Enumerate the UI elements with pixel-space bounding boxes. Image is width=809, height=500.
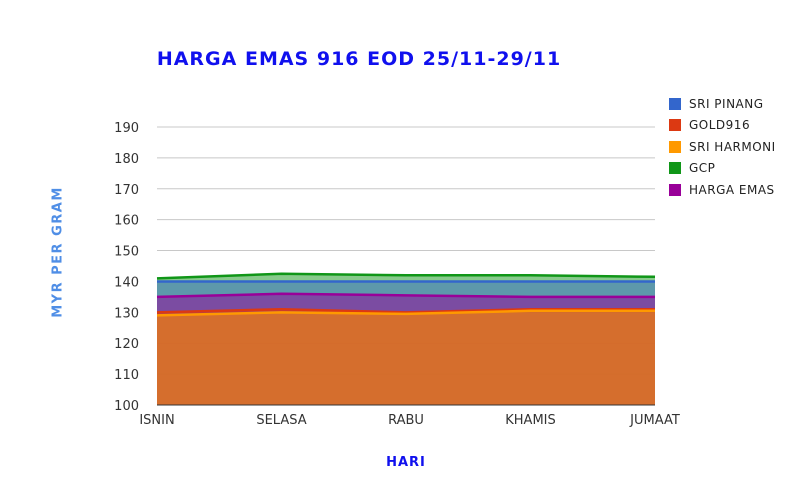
legend-swatch <box>669 162 681 175</box>
legend-swatch <box>669 183 681 196</box>
line-sri-harmoni <box>156 309 655 317</box>
legend-item: SRI HARMONI <box>669 136 776 158</box>
x-axis-label: HARI <box>386 455 426 470</box>
area-sri-harmoni <box>157 310 655 405</box>
y-tick-label: 100 <box>114 399 139 414</box>
legend-label: HARGA EMAS <box>689 182 775 197</box>
series-areas <box>157 273 655 405</box>
legend-swatch <box>669 140 681 153</box>
legend-label: SRI PINANG <box>689 96 764 111</box>
y-tick-label: 170 <box>114 183 139 198</box>
legend: SRI PINANG GOLD916 SRI HARMONI GCP HARGA EMA… <box>669 93 776 201</box>
line-harga-emas <box>156 292 655 299</box>
y-tick-label: 130 <box>114 306 139 321</box>
y-tick-label: 110 <box>114 368 139 383</box>
x-tick-label: KHAMIS <box>505 413 556 428</box>
x-tick-label: JUMAAT <box>629 413 680 428</box>
x-tick-label: SELASA <box>256 413 306 428</box>
legend-label: GOLD916 <box>689 118 751 133</box>
y-tick-label: 150 <box>114 245 139 260</box>
y-tick-label: 160 <box>114 214 139 229</box>
y-tick-label: 180 <box>114 152 139 167</box>
axes: 100 110 120 130 140 150 160 170 180 190 ISNIN SELAS… <box>114 121 680 428</box>
y-tick-label: 190 <box>114 121 139 136</box>
legend-swatch <box>669 119 681 132</box>
series-lines <box>156 272 656 317</box>
x-tick-label: ISNIN <box>139 413 174 428</box>
y-tick-label: 120 <box>114 337 139 352</box>
legend-item: SRI PINANG <box>669 93 776 115</box>
y-axis-label: MYR PER GRAM <box>50 186 66 318</box>
legend-item: GCP <box>669 158 776 180</box>
legend-item: HARGA EMAS <box>669 179 776 201</box>
legend-label: SRI HARMONI <box>689 139 776 154</box>
line-gold916 <box>156 307 655 314</box>
chart-title: HARGA EMAS 916 EOD 25/11-29/11 <box>156 48 562 70</box>
y-tick-label: 140 <box>114 275 139 290</box>
x-tick-label: RABU <box>388 413 424 428</box>
legend-label: GCP <box>689 161 716 176</box>
legend-item: GOLD916 <box>669 115 776 137</box>
legend-swatch <box>669 97 681 110</box>
line-gcp <box>156 272 656 280</box>
